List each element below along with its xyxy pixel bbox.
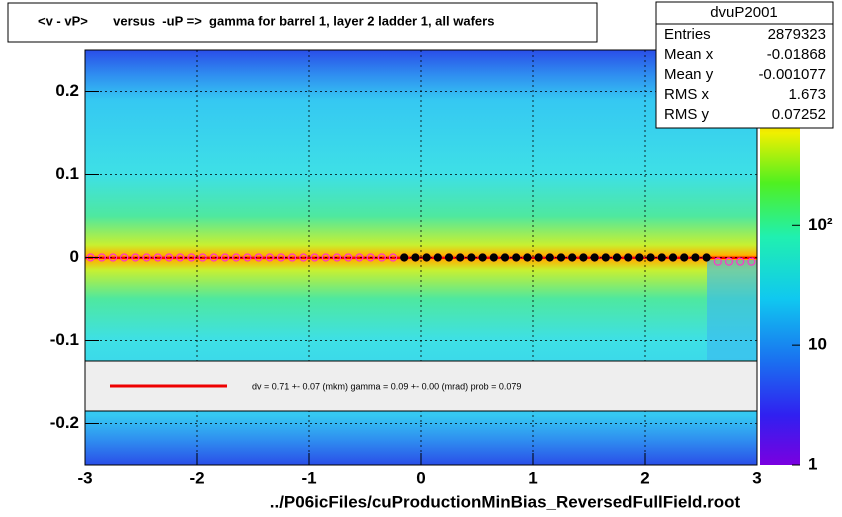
y-tick-label: -0.2 — [50, 413, 79, 432]
y-tick-label: 0 — [70, 247, 79, 266]
data-point — [601, 253, 610, 262]
data-point — [254, 253, 263, 262]
data-point — [400, 253, 409, 262]
data-point — [209, 253, 218, 262]
stats-value: 2879323 — [768, 26, 826, 43]
data-point — [579, 253, 588, 262]
data-point — [680, 253, 689, 262]
data-point — [310, 253, 319, 262]
data-point — [288, 253, 297, 262]
data-point — [545, 253, 554, 262]
stats-value: -0.01868 — [767, 46, 826, 63]
x-tick-label: -3 — [77, 468, 92, 487]
data-point — [467, 253, 476, 262]
data-point — [164, 253, 174, 262]
data-point — [265, 253, 274, 262]
stats-label: Mean x — [664, 46, 714, 63]
data-point — [478, 253, 487, 262]
data-point — [344, 253, 353, 262]
data-point — [534, 253, 543, 262]
data-point — [243, 253, 252, 262]
stats-box — [655, 1, 834, 129]
data-point — [355, 253, 364, 262]
data-point — [321, 253, 330, 262]
data-point — [568, 253, 577, 262]
stats-value: -0.001077 — [758, 66, 826, 83]
data-point — [220, 253, 230, 262]
data-point — [299, 253, 308, 262]
data-point — [433, 253, 442, 262]
data-point — [713, 257, 722, 266]
data-point — [276, 253, 286, 262]
data-point — [187, 253, 196, 262]
data-point — [131, 253, 140, 262]
data-point — [456, 253, 465, 262]
data-point — [747, 257, 756, 266]
data-point — [691, 253, 700, 262]
data-point — [198, 253, 207, 262]
data-point — [624, 253, 633, 262]
data-point — [422, 253, 431, 262]
chart-title: <v - vP> versus -uP => gamma for barrel … — [38, 13, 494, 28]
x-tick-label: 0 — [416, 468, 425, 487]
data-point — [489, 253, 498, 262]
z-tick-label: 10 — [808, 335, 827, 354]
data-point — [736, 257, 745, 266]
data-point — [366, 253, 375, 262]
data-point — [668, 253, 678, 262]
stats-label: Mean y — [664, 66, 714, 83]
data-point — [500, 253, 510, 262]
y-tick-label: 0.2 — [55, 81, 79, 100]
data-point — [702, 253, 711, 262]
legend-text: dv = 0.71 +- 0.07 (mkm) gamma = 0.09 +- … — [252, 381, 521, 391]
stats-label: RMS y — [664, 106, 710, 123]
x-tick-label: -1 — [301, 468, 316, 487]
stats-value: 1.673 — [788, 86, 826, 103]
data-point — [232, 253, 241, 262]
data-point — [108, 253, 118, 262]
z-tick-label: 1 — [808, 454, 817, 473]
y-tick-label: 0.1 — [55, 164, 79, 183]
data-point — [444, 253, 454, 262]
data-point — [120, 253, 129, 262]
data-point — [657, 253, 666, 262]
data-point — [411, 253, 420, 262]
z-tick-label: 10² — [808, 215, 833, 234]
data-point — [724, 257, 734, 266]
data-point — [153, 253, 162, 262]
x-tick-label: 1 — [528, 468, 537, 487]
data-point — [176, 253, 185, 262]
data-point — [332, 253, 342, 262]
stats-value: 0.07252 — [772, 106, 826, 123]
data-point — [523, 253, 532, 262]
data-point — [635, 253, 644, 262]
data-point — [142, 253, 151, 262]
data-point — [377, 253, 386, 262]
data-point — [512, 253, 521, 262]
data-point — [612, 253, 622, 262]
heatmap-edge — [707, 260, 757, 360]
data-point — [556, 253, 566, 262]
stats-label: RMS x — [664, 86, 710, 103]
data-point — [590, 253, 599, 262]
x-tick-label: 2 — [640, 468, 649, 487]
data-point — [646, 253, 655, 262]
stats-name: dvuP2001 — [710, 4, 778, 21]
x-tick-label: 3 — [752, 468, 761, 487]
footer: ../P06icFiles/cuProductionMinBias_Revers… — [270, 492, 741, 511]
data-point — [388, 253, 398, 262]
x-tick-label: -2 — [189, 468, 204, 487]
y-tick-label: -0.1 — [50, 330, 79, 349]
stats-label: Entries — [664, 26, 711, 43]
title-box — [7, 2, 598, 43]
